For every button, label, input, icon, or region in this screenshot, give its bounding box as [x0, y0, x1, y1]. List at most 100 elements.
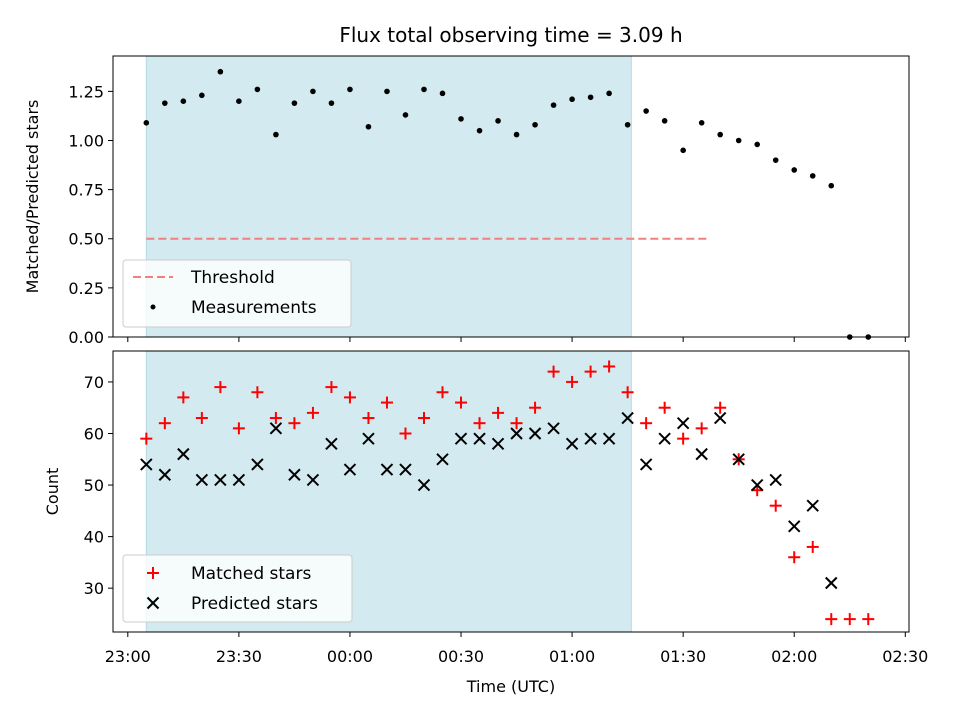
predicted-star-point — [232, 473, 246, 487]
predicted-star-point-b — [769, 473, 782, 487]
predicted-star-point-b — [232, 473, 246, 487]
predicted-star-point — [769, 473, 782, 487]
legend-matched-swatch — [147, 567, 159, 579]
x-tick-label: 02:30 — [882, 647, 928, 666]
predicted-star-point-b — [639, 458, 653, 471]
predicted-star-point — [214, 473, 227, 487]
predicted-star-point — [399, 463, 412, 476]
x-tick-label: 23:00 — [105, 647, 151, 666]
predicted-star-point-b — [713, 411, 727, 425]
measurement-point — [347, 86, 353, 93]
measurement-point — [236, 98, 242, 104]
measurement-point — [254, 86, 261, 93]
bottom-legend-box — [122, 554, 353, 623]
predicted-star-point-b — [825, 576, 838, 590]
matched-star-point — [843, 613, 856, 626]
predicted-star-point-b — [806, 499, 819, 512]
measurement-point — [791, 167, 798, 173]
predicted-star-point — [177, 447, 190, 461]
matched-star-point — [269, 412, 282, 425]
predicted-star-point-b — [214, 473, 227, 487]
measurement-point — [624, 121, 631, 128]
predicted-star-point-b — [195, 473, 209, 487]
x-tick-label: 00:00 — [327, 647, 373, 666]
measurement-point — [772, 157, 779, 163]
measurement-point — [162, 100, 168, 106]
predicted-star-point — [639, 458, 653, 471]
predicted-star-point-b — [158, 468, 172, 481]
matched-star-point — [640, 417, 653, 430]
bottom-legend: Matched stars Predicted stars — [122, 554, 353, 623]
bottom-y-tick-label: 40 — [84, 528, 104, 547]
measurement-point — [384, 88, 390, 95]
predicted-star-point — [140, 458, 153, 471]
measurement-point — [735, 137, 742, 144]
top-axis-ticks: 0.00 0.25 0.50 0.75 1.00 1.25 — [68, 82, 906, 347]
predicted-star-point-b — [676, 416, 690, 430]
matched-star-point — [566, 375, 579, 388]
matched-star-point — [362, 412, 375, 425]
legend-predicted-swatch — [146, 596, 160, 610]
matched-star-point — [825, 613, 838, 626]
bottom-panel: 30 40 50 60 70 23:00 23:30 00:00 00:30 01:00 01:30… — [43, 350, 929, 696]
predicted-star-point-b — [288, 468, 301, 481]
bottom-y-tick-label: 70 — [84, 373, 104, 392]
matched-star-point — [140, 432, 153, 445]
bottom-axis-ticks: 30 40 50 60 70 23:00 23:30 00:00 00:30 01:00 01:30… — [84, 373, 929, 666]
predicted-star-point — [825, 576, 838, 590]
predicted-star-point-b — [695, 447, 708, 461]
predicted-star-point — [806, 499, 819, 512]
predicted-star-point-b — [473, 432, 486, 445]
matched-star-point — [677, 432, 690, 445]
measurement-point — [365, 123, 372, 130]
top-legend: Threshold Measurements — [122, 259, 352, 328]
x-tick-label: 01:30 — [660, 647, 706, 666]
bottom-y-tick-label: 60 — [84, 424, 104, 443]
predicted-star-point-b — [510, 427, 523, 440]
predicted-star-point-b — [750, 478, 764, 492]
bottom-y-tick-label: 30 — [84, 579, 104, 598]
matched-star-point — [195, 412, 208, 425]
measurement-point — [273, 131, 279, 138]
predicted-star-point — [713, 411, 727, 425]
predicted-star-point — [269, 422, 283, 435]
measurement-point — [587, 94, 594, 101]
top-y-tick-label: 1.25 — [68, 82, 104, 101]
measurement-point — [532, 121, 538, 128]
predicted-star-point — [750, 478, 764, 492]
predicted-star-point-b — [547, 422, 560, 435]
bottom-y-axis-label: Count — [43, 468, 62, 516]
predicted-star-point — [454, 432, 468, 445]
matched-star-point — [806, 540, 819, 553]
x-tick-label: 23:30 — [216, 647, 262, 666]
measurement-point — [291, 100, 298, 106]
measurement-point — [643, 108, 649, 114]
matched-star-point — [158, 417, 171, 430]
predicted-star-point-b — [491, 437, 505, 451]
legend-measurements-label: Measurements — [191, 298, 317, 318]
predicted-star-point-b — [251, 458, 264, 471]
predicted-star-point — [732, 453, 745, 466]
predicted-star-point — [158, 468, 172, 481]
measurement-point — [439, 90, 446, 97]
top-y-tick-label: 1.00 — [68, 131, 104, 150]
x-axis-label: Time (UTC) — [466, 677, 555, 696]
predicted-star-point-b — [658, 432, 671, 445]
chart-title: Flux total observing time = 3.09 h — [339, 23, 682, 47]
measurement-point — [143, 120, 150, 126]
predicted-star-point — [306, 473, 320, 487]
legend-predicted-label: Predicted stars — [191, 594, 318, 614]
predicted-star-point-b — [399, 463, 412, 476]
legend-threshold-label: Threshold — [190, 268, 275, 288]
measurement-point — [606, 90, 612, 97]
predicted-star-point — [417, 478, 431, 492]
matched-star-point — [288, 417, 301, 430]
predicted-star-point — [195, 473, 209, 487]
predicted-star-point — [584, 432, 597, 445]
predicted-star-point — [788, 520, 801, 533]
predicted-star-point — [436, 453, 449, 466]
matched-star-point — [603, 360, 616, 373]
bottom-y-tick-label: 50 — [84, 476, 104, 495]
legend-matched-marker — [147, 567, 159, 579]
